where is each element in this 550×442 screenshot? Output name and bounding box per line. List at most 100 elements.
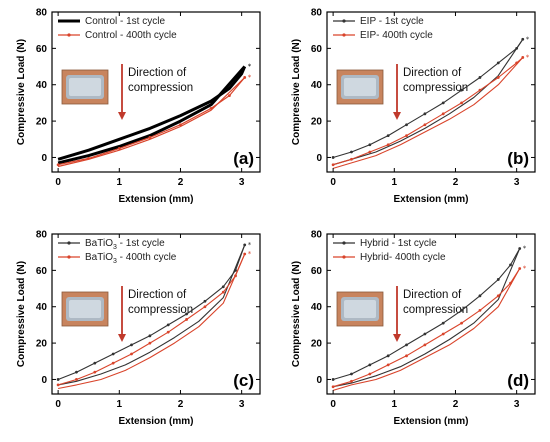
inset-sample-highlight	[69, 300, 101, 318]
data-point	[460, 88, 463, 92]
legend-entry: BaTiO3 - 1st cycle	[85, 238, 165, 251]
annotation-line-2: compression	[403, 82, 468, 94]
panel-label: (b)	[507, 149, 529, 168]
legend-marker	[342, 241, 346, 245]
y-tick-label: 40	[36, 302, 48, 313]
x-tick-label: 1	[117, 177, 123, 188]
sample-inset-photo	[61, 69, 109, 105]
x-tick-label: 1	[392, 399, 398, 410]
chart-panel-d: Direction of compression * * 0 1 2 3 0 20 40 60 80 Ex…	[275, 222, 550, 442]
series-line-0	[57, 65, 247, 161]
plot-frame	[51, 11, 261, 173]
data-point	[405, 343, 408, 347]
compression-arrowhead	[118, 112, 126, 120]
annotation-line-1: Direction of	[403, 67, 462, 79]
chart-panel-b: Direction of compression * * 0 1 2 3 0 20 40 60 80 Ex…	[275, 0, 550, 220]
x-axis-title: Extension (mm)	[393, 194, 468, 205]
data-point	[441, 332, 445, 336]
data-point	[203, 299, 207, 303]
legend-marker	[67, 33, 71, 37]
legend-entry: Hybrid - 1st cycle	[360, 238, 437, 249]
inset-sample-highlight	[344, 300, 376, 318]
data-point	[166, 330, 170, 334]
series-line-3	[332, 268, 521, 391]
x-tick-label: 2	[178, 399, 184, 410]
data-point	[478, 294, 482, 298]
data-point	[496, 61, 500, 65]
data-point	[130, 343, 133, 347]
legend-marker	[342, 33, 346, 37]
compression-arrowhead	[393, 334, 401, 342]
y-tick-label: 80	[311, 8, 323, 19]
panel-label: (a)	[233, 149, 254, 168]
legend-entry: Control - 400th cycle	[85, 30, 177, 41]
data-point	[460, 101, 463, 105]
series-line-2	[57, 253, 246, 386]
x-tick-label: 3	[239, 177, 245, 188]
series-line-2	[57, 77, 246, 166]
legend-entry: Control - 1st cycle	[85, 16, 165, 27]
x-tick-label: 2	[453, 177, 459, 188]
sample-inset-photo	[336, 69, 384, 105]
chart-svg: Direction of compression * * 0 1 2 3 0 20 40 60 80 Ex…	[291, 8, 536, 205]
panel-label: (d)	[507, 371, 529, 390]
series-line-3	[332, 57, 524, 169]
series-line-0	[332, 248, 521, 381]
data-point	[203, 305, 207, 309]
plot-frame	[326, 11, 536, 173]
inset-sample-highlight	[344, 78, 376, 96]
endpoint-marker: *	[523, 265, 527, 273]
plot-frame	[326, 233, 536, 395]
x-axis-title: Extension (mm)	[393, 416, 468, 427]
y-tick-label: 80	[311, 230, 323, 241]
legend-marker	[67, 241, 71, 245]
x-tick-label: 0	[55, 177, 61, 188]
data-point	[441, 101, 445, 105]
annotation-line-2: compression	[128, 304, 193, 316]
y-tick-label: 0	[41, 153, 47, 164]
data-point	[368, 363, 372, 367]
legend-entry: BaTiO3 - 400th cycle	[85, 252, 177, 265]
compression-arrowhead	[118, 334, 126, 342]
y-tick-label: 20	[36, 339, 48, 350]
endpoint-marker: *	[526, 35, 530, 43]
data-point	[331, 378, 335, 381]
y-tick-label: 20	[311, 339, 323, 350]
legend-entry: Hybrid- 400th cycle	[360, 252, 446, 263]
y-axis-title: Compressive Load (N)	[291, 39, 302, 145]
x-tick-label: 3	[514, 177, 520, 188]
data-point	[496, 294, 500, 298]
data-point	[111, 361, 115, 365]
x-axis-title: Extension (mm)	[118, 194, 193, 205]
data-point	[350, 372, 353, 376]
endpoint-marker: *	[248, 63, 252, 71]
data-point	[509, 263, 512, 267]
data-point	[441, 321, 445, 325]
series-line-2	[332, 57, 524, 166]
y-tick-label: 60	[311, 266, 323, 277]
y-tick-label: 20	[36, 117, 48, 128]
data-point	[56, 383, 60, 387]
data-point	[405, 134, 408, 138]
x-tick-label: 3	[239, 399, 245, 410]
data-point	[93, 370, 97, 374]
compression-arrowhead	[393, 112, 401, 120]
data-point	[93, 361, 97, 365]
data-point	[386, 354, 390, 358]
y-axis-title: Compressive Load (N)	[16, 261, 27, 367]
y-tick-label: 0	[316, 153, 322, 164]
data-point	[423, 123, 427, 127]
data-point	[331, 156, 335, 159]
y-tick-label: 40	[311, 302, 323, 313]
data-point	[179, 123, 182, 127]
y-tick-label: 80	[36, 8, 48, 19]
data-point	[56, 378, 60, 381]
x-tick-label: 1	[117, 399, 123, 410]
y-tick-label: 60	[36, 44, 48, 55]
y-tick-label: 0	[41, 375, 47, 386]
data-point	[423, 112, 427, 116]
y-tick-label: 40	[36, 80, 48, 91]
data-point	[350, 150, 353, 154]
data-point	[111, 352, 115, 356]
